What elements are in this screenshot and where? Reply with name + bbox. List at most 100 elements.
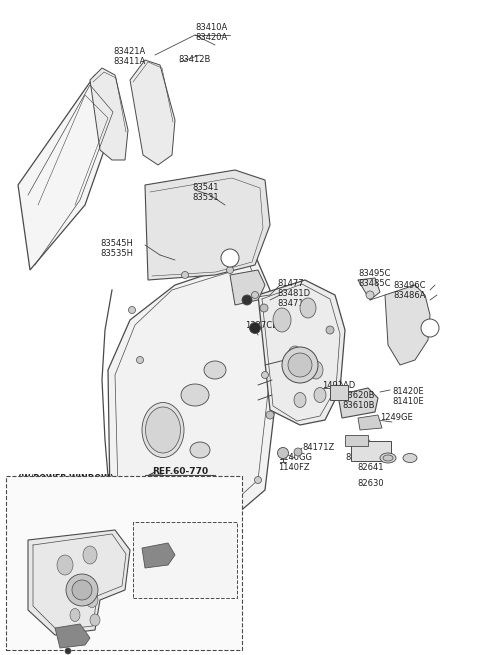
Polygon shape	[258, 280, 345, 425]
Text: 83541: 83541	[192, 183, 218, 193]
Text: REF.60-770: REF.60-770	[152, 468, 208, 476]
Text: 82630: 82630	[357, 479, 384, 487]
Circle shape	[181, 272, 189, 278]
Ellipse shape	[403, 453, 417, 462]
Circle shape	[72, 580, 92, 600]
Ellipse shape	[70, 608, 80, 622]
Text: 1327CB: 1327CB	[245, 320, 278, 329]
Text: 81420E: 81420E	[392, 388, 424, 396]
FancyBboxPatch shape	[133, 522, 237, 598]
Polygon shape	[55, 624, 90, 648]
Text: 84171Z: 84171Z	[302, 443, 334, 451]
Text: 83481D: 83481D	[78, 493, 111, 502]
Polygon shape	[358, 278, 380, 300]
Ellipse shape	[181, 384, 209, 406]
Text: 83535H: 83535H	[100, 248, 133, 257]
Ellipse shape	[309, 361, 323, 379]
Polygon shape	[338, 388, 378, 418]
Text: 83545H: 83545H	[100, 238, 133, 248]
Ellipse shape	[294, 392, 306, 407]
Text: S: S	[294, 357, 301, 367]
Circle shape	[366, 291, 374, 299]
Circle shape	[129, 307, 135, 314]
Text: 81410E: 81410E	[392, 398, 424, 407]
Text: 83496C: 83496C	[393, 282, 425, 291]
Polygon shape	[358, 415, 382, 430]
FancyBboxPatch shape	[6, 476, 242, 650]
Ellipse shape	[288, 346, 302, 364]
Text: 98810D: 98810D	[178, 556, 207, 562]
Text: 83421A: 83421A	[113, 48, 145, 56]
Polygon shape	[90, 68, 128, 160]
Text: A: A	[427, 324, 432, 333]
Polygon shape	[130, 60, 175, 165]
Text: 98820D: 98820D	[178, 546, 207, 552]
Text: 83610B: 83610B	[342, 400, 374, 409]
Ellipse shape	[142, 403, 184, 457]
Circle shape	[277, 447, 288, 458]
Text: 83471D: 83471D	[277, 299, 310, 307]
Ellipse shape	[190, 442, 210, 458]
Ellipse shape	[86, 593, 98, 607]
Text: 81477: 81477	[277, 278, 304, 288]
Ellipse shape	[57, 555, 73, 575]
Circle shape	[252, 291, 259, 299]
Circle shape	[250, 322, 261, 333]
Text: 83481D: 83481D	[277, 288, 310, 297]
Text: 98810D: 98810D	[98, 632, 128, 638]
Circle shape	[266, 411, 274, 419]
Polygon shape	[330, 385, 348, 400]
Text: 83410A: 83410A	[195, 24, 227, 33]
Text: 83485C: 83485C	[358, 278, 391, 288]
Polygon shape	[345, 435, 368, 446]
Text: 1140FZ: 1140FZ	[278, 464, 310, 472]
Polygon shape	[108, 255, 278, 520]
Ellipse shape	[300, 298, 316, 318]
Ellipse shape	[380, 453, 396, 463]
Text: 1249GE: 1249GE	[380, 413, 413, 422]
Circle shape	[66, 574, 98, 606]
Text: 98820D: 98820D	[98, 622, 128, 628]
Circle shape	[65, 648, 71, 654]
Text: 83486A: 83486A	[393, 291, 425, 301]
Circle shape	[136, 356, 144, 364]
Polygon shape	[230, 270, 265, 305]
Polygon shape	[18, 75, 120, 270]
Ellipse shape	[204, 361, 226, 379]
Text: 83411A: 83411A	[113, 58, 145, 67]
Text: 1140GG: 1140GG	[278, 453, 312, 462]
Circle shape	[282, 347, 318, 383]
Ellipse shape	[69, 577, 81, 593]
Ellipse shape	[83, 546, 97, 564]
Circle shape	[294, 448, 302, 456]
Text: 1491AD: 1491AD	[322, 381, 355, 390]
Polygon shape	[142, 543, 175, 568]
Circle shape	[421, 319, 439, 337]
Circle shape	[242, 295, 252, 305]
Circle shape	[326, 326, 334, 334]
Text: 83495C: 83495C	[358, 269, 390, 278]
Text: 82643B: 82643B	[345, 453, 377, 462]
Text: 83531: 83531	[192, 193, 218, 202]
Circle shape	[171, 496, 179, 504]
Text: 83471D: 83471D	[78, 502, 111, 512]
Text: WINDOW-ALL DR): WINDOW-ALL DR)	[140, 505, 214, 511]
Ellipse shape	[383, 455, 393, 461]
Circle shape	[262, 371, 268, 379]
Ellipse shape	[145, 407, 180, 453]
Circle shape	[254, 476, 262, 483]
Text: 82641: 82641	[357, 462, 384, 472]
Circle shape	[260, 304, 268, 312]
Polygon shape	[145, 170, 270, 280]
Text: 83420A: 83420A	[195, 33, 227, 43]
Circle shape	[221, 249, 239, 267]
Text: A: A	[228, 253, 233, 263]
Text: 83412B: 83412B	[178, 56, 210, 64]
Polygon shape	[385, 285, 430, 365]
Text: 83620B: 83620B	[342, 390, 374, 400]
Polygon shape	[28, 530, 130, 635]
Text: (W/SAFETY: (W/SAFETY	[140, 495, 186, 501]
Text: 82473: 82473	[78, 643, 105, 652]
Circle shape	[288, 353, 312, 377]
Circle shape	[227, 267, 233, 274]
